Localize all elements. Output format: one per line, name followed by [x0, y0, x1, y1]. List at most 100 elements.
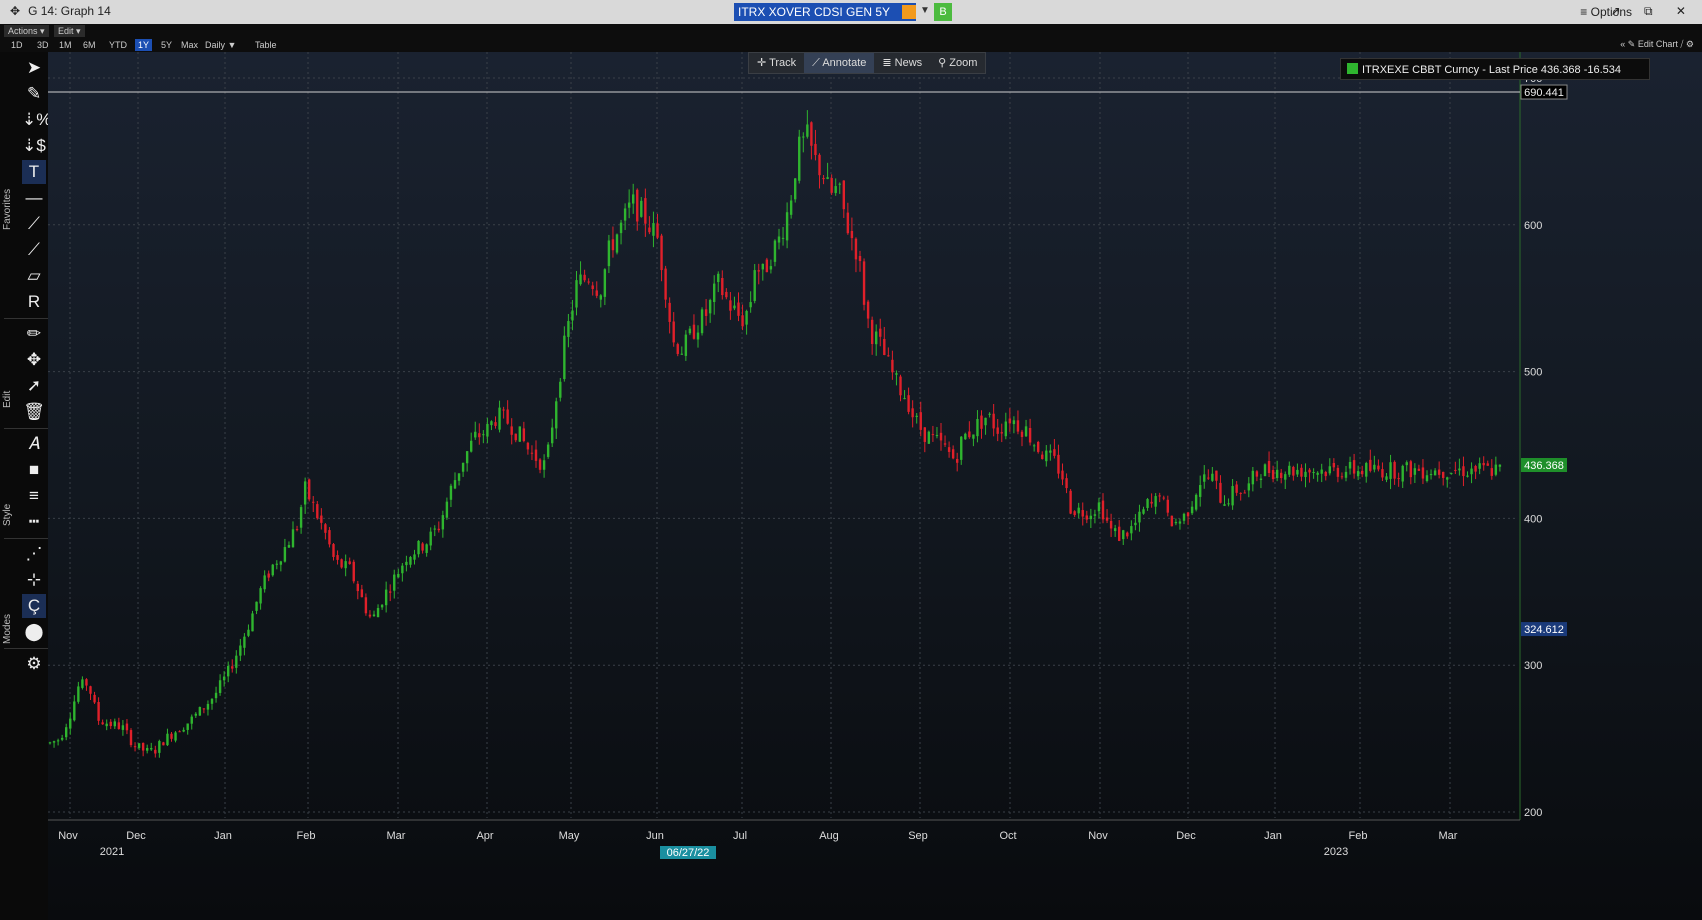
candle-body [133, 746, 137, 748]
candle-body [753, 270, 756, 301]
timeframe-table[interactable]: Table [255, 40, 277, 50]
candle-body [247, 629, 250, 636]
timeframe-ytd[interactable]: YTD [109, 40, 127, 50]
candle-body [344, 561, 347, 569]
candle-body [818, 154, 821, 176]
separator [4, 318, 48, 319]
candle-body [858, 256, 862, 262]
color-palette-icon[interactable]: ⬤ [24, 622, 44, 641]
timeframe-max[interactable]: Max [181, 40, 199, 50]
x-tick-label: Jan [214, 830, 232, 842]
candle-body [89, 686, 92, 694]
candle-body [1259, 478, 1263, 480]
candle-body [162, 742, 165, 746]
timeframe-daily[interactable]: Daily ▼ [205, 40, 237, 50]
candle-body [52, 741, 56, 743]
line-weight-icon[interactable]: ≡ [29, 486, 39, 505]
zoom-button[interactable]: ⚲ Zoom [938, 57, 978, 69]
channel-icon[interactable]: ▱ [27, 266, 41, 285]
pen-icon[interactable]: ✎ [26, 84, 42, 103]
edit-chart-button[interactable]: « ✎ Edit Chart ⧸ ⚙ [1620, 39, 1694, 49]
ticker-input[interactable]: ITRX XOVER CDSI GEN 5Y Corp [734, 3, 916, 37]
font-style-icon[interactable]: 𝐴 [28, 434, 40, 453]
candle-body [364, 597, 368, 614]
candle-body [939, 432, 943, 441]
line-style-icon[interactable]: ┅ [28, 512, 40, 531]
actions-menu[interactable]: Actions ▾ [4, 25, 49, 37]
percent-tool-icon[interactable]: ⇣% [22, 110, 52, 129]
candle-body [595, 290, 598, 296]
candle-body [1170, 515, 1174, 527]
candle-body [713, 283, 716, 302]
candle-body [725, 291, 728, 298]
candle-body [684, 334, 688, 356]
dotted-line-icon[interactable]: ⋰ [25, 544, 43, 563]
candle-body [328, 530, 331, 545]
timeframe-1y[interactable]: 1Y [135, 39, 153, 51]
candle-body [947, 447, 951, 452]
candle-body [526, 442, 530, 450]
b-button[interactable]: B [934, 3, 952, 21]
candle-body [214, 692, 218, 699]
select-arrow-icon[interactable]: ➤ [26, 58, 42, 77]
fill-color-icon[interactable]: ■ [28, 460, 40, 479]
candle-body [105, 723, 108, 727]
candle-body [129, 730, 133, 746]
timeframe-1m[interactable]: 1M [59, 40, 72, 50]
candle-body [1344, 471, 1348, 478]
ticker-dropdown-icon[interactable]: ▼ [920, 5, 930, 16]
candle-body [1454, 469, 1457, 471]
candle-body [733, 305, 736, 309]
options-menu[interactable]: ≡ Options [1580, 5, 1632, 19]
x-tick-label: Aug [819, 830, 839, 842]
text-tool-icon[interactable]: T [22, 160, 46, 184]
move-tool-icon[interactable]: ✥ [26, 350, 42, 369]
settings-gear-icon[interactable]: ⚙ [26, 654, 42, 673]
timeframe-6m[interactable]: 6M [83, 40, 96, 50]
candle-body [1154, 496, 1157, 507]
annotate-button[interactable]: ⟋ Annotate [804, 53, 875, 73]
candle-body [1126, 532, 1129, 537]
chart-panel[interactable]: 700600500400300200NovDecJanFebMarAprMayJ… [48, 52, 1702, 920]
trend-line-icon[interactable]: ⟋ [28, 214, 40, 233]
candle-body [1486, 463, 1489, 466]
candle-body [1405, 462, 1408, 466]
timeframe-5y[interactable]: 5Y [161, 40, 173, 50]
price-tool-icon[interactable]: ⇣$ [22, 136, 46, 155]
edit-pencil-icon[interactable]: ✏ [26, 324, 42, 343]
menu-bar: Actions ▾ Edit ▾ [0, 24, 1702, 38]
candle-body [308, 479, 311, 500]
candle-body [587, 281, 590, 283]
price-chart[interactable]: 700600500400300200NovDecJanFebMarAprMayJ… [48, 52, 1702, 920]
candle-body [1409, 461, 1412, 478]
candle-body [206, 703, 210, 710]
candle-body [802, 136, 805, 138]
candle-body [1304, 471, 1307, 478]
candle-body [850, 230, 854, 239]
x-tick-label: Apr [476, 830, 493, 842]
crosshair-mode-icon[interactable]: ⊹ [26, 570, 42, 589]
edit-menu[interactable]: Edit ▾ [54, 25, 85, 37]
magnet-icon[interactable]: Ç [22, 594, 46, 618]
candle-body [263, 575, 266, 590]
candle-body [769, 266, 773, 270]
horizontal-line-icon[interactable]: — [25, 188, 43, 207]
window-controls[interactable]: ↗ ⧉ ✕ [1610, 4, 1696, 18]
timeframe-3d[interactable]: 3D [37, 40, 49, 50]
candle-body [555, 401, 558, 429]
candle-body [453, 480, 457, 489]
candle-body [474, 431, 477, 438]
candle-body [437, 528, 440, 531]
candle-body [988, 413, 991, 415]
chart-legend[interactable]: ITRXEXE CBBT Curncy - Last Price 436.368… [1340, 58, 1650, 80]
add-point-icon[interactable]: ➚ [26, 376, 42, 395]
track-button[interactable]: ✛ Track [757, 57, 797, 69]
move-icon[interactable]: ✥ [10, 4, 21, 18]
candle-body [1069, 490, 1072, 514]
ray-line-icon[interactable]: ⟋ [28, 240, 40, 259]
trash-icon[interactable]: 🗑 [23, 402, 45, 421]
candle-body [465, 451, 469, 464]
timeframe-1d[interactable]: 1D [11, 40, 23, 50]
retracement-icon[interactable]: R [27, 292, 41, 311]
news-button[interactable]: ≣ News [882, 57, 923, 69]
